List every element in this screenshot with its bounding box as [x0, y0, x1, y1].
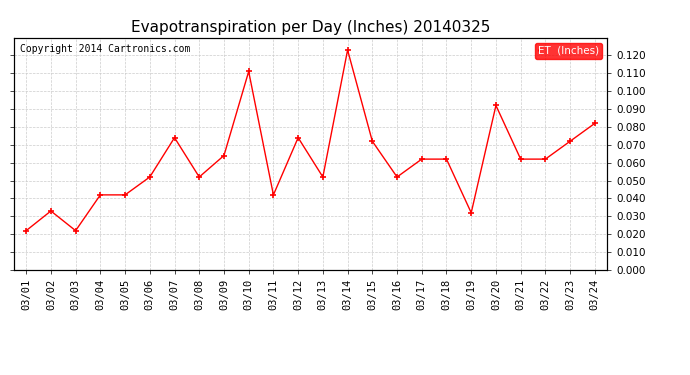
Title: Evapotranspiration per Day (Inches) 20140325: Evapotranspiration per Day (Inches) 2014…: [131, 20, 490, 35]
Legend: ET  (Inches): ET (Inches): [535, 43, 602, 59]
Text: Copyright 2014 Cartronics.com: Copyright 2014 Cartronics.com: [20, 45, 190, 54]
